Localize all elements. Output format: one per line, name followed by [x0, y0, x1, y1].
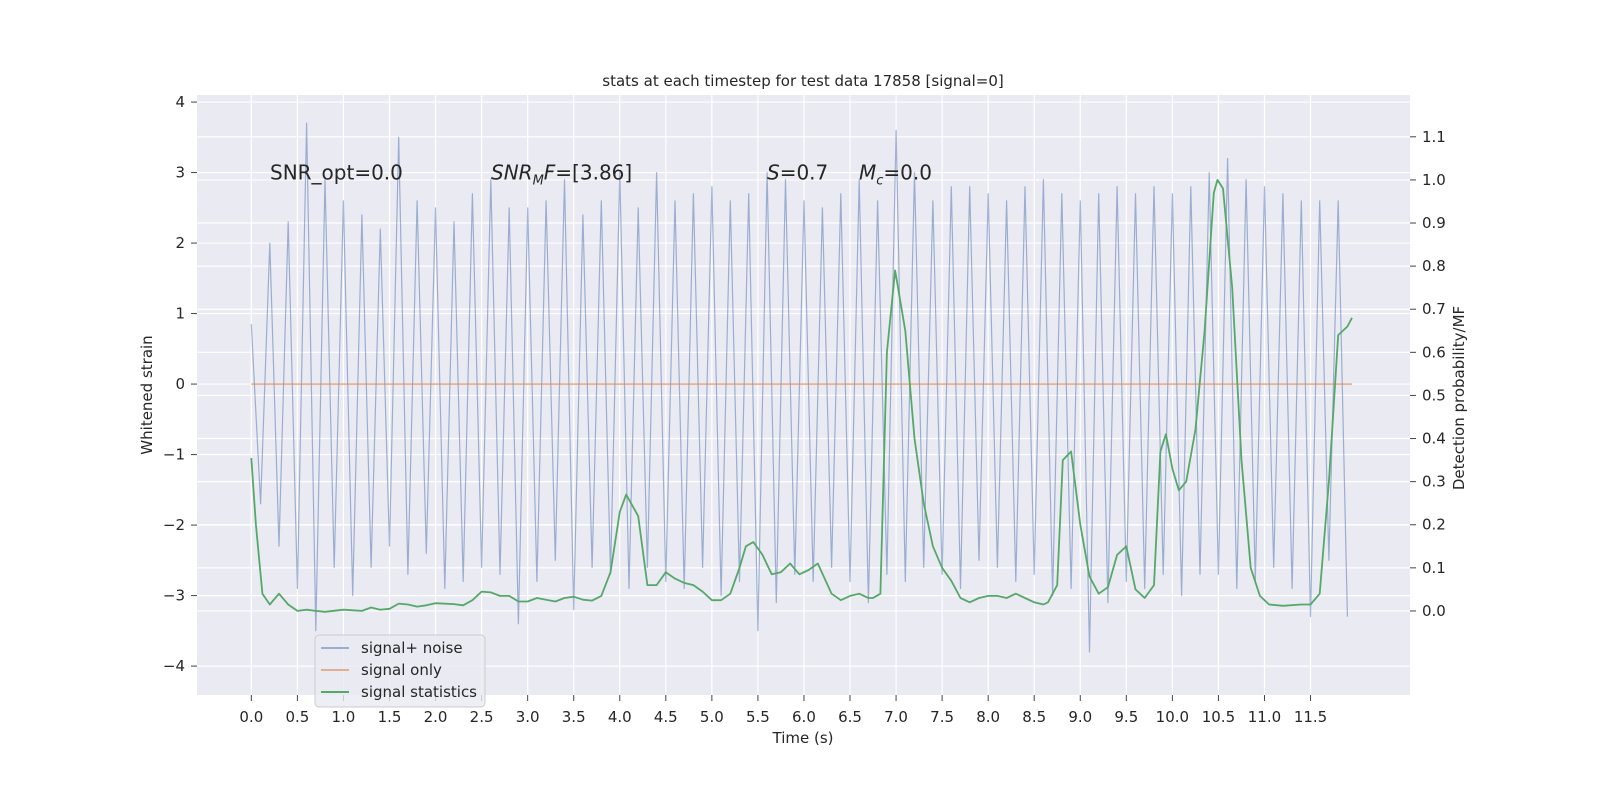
series-line — [250, 122, 1348, 653]
y2-tick-label: 0.3 — [1422, 473, 1446, 491]
y2-tick-label: 0.6 — [1422, 343, 1446, 361]
x-tick-label: 1.0 — [332, 708, 356, 726]
y2-tick-label: 0.5 — [1422, 386, 1446, 404]
annotation-part: SNR_opt=0.0 — [270, 161, 403, 185]
annotation-part: M — [859, 161, 876, 185]
y2-tick-label: 0.4 — [1422, 430, 1446, 448]
x-tick-label: 0.5 — [285, 708, 309, 726]
y2-tick-label: 1.0 — [1422, 171, 1446, 189]
x-tick-label: 8.5 — [1022, 708, 1046, 726]
chart-title: stats at each timestep for test data 178… — [602, 72, 1003, 90]
annotation: Mc=0.0 — [859, 161, 932, 189]
y-tick-label: 0 — [175, 375, 185, 393]
x-tick-label: 10.0 — [1156, 708, 1189, 726]
series-line — [250, 178, 1353, 613]
y-tick-label: −3 — [163, 587, 185, 605]
y2-tick-label: 0.9 — [1422, 214, 1446, 232]
x-tick-label: 9.0 — [1068, 708, 1092, 726]
x-tick-label: 4.0 — [608, 708, 632, 726]
y-tick-label: −2 — [163, 516, 185, 534]
y-tick-label: −4 — [163, 657, 185, 675]
y2-tick-label: 1.1 — [1422, 128, 1446, 146]
annotation-part: S — [767, 161, 780, 185]
legend-box — [314, 634, 486, 708]
annotation-part: F — [544, 161, 556, 185]
y-tick-label: 3 — [175, 164, 185, 182]
annotation: SNR_opt=0.0 — [270, 161, 403, 185]
y2-tick-label: 0.8 — [1422, 257, 1446, 275]
x-tick-label: 2.0 — [424, 708, 448, 726]
x-tick-label: 11.0 — [1248, 708, 1281, 726]
legend-label: signal+ noise — [361, 639, 463, 657]
legend: signal+ noise signal only signal statistic… — [314, 634, 486, 708]
x-tick-label: 9.5 — [1114, 708, 1138, 726]
annotation-part: M — [533, 174, 544, 189]
x-tick-label: 3.5 — [562, 708, 586, 726]
y-tick-label: 2 — [175, 234, 185, 252]
x-tick-label: 0.0 — [239, 708, 263, 726]
y2-tick-label: 0.0 — [1422, 602, 1446, 620]
annotation: S=0.7 — [767, 161, 828, 185]
y-tick-label: −1 — [163, 446, 185, 464]
x-tick-label: 8.0 — [976, 708, 1000, 726]
annotation-part: =0.0 — [883, 161, 932, 185]
x-tick-label: 6.0 — [792, 708, 816, 726]
annotation-part: c — [876, 174, 883, 189]
x-tick-label: 2.5 — [470, 708, 494, 726]
y-tick-label: 4 — [175, 93, 185, 111]
x-tick-label: 7.0 — [884, 708, 908, 726]
y2-axis-label: Detection probability/MF — [1450, 306, 1468, 490]
x-tick-label: 7.5 — [930, 708, 954, 726]
x-tick-label: 6.5 — [838, 708, 862, 726]
legend-label: signal statistics — [361, 683, 477, 701]
y-axis-label: Whitened strain — [138, 335, 156, 454]
y2-tick-label: 0.2 — [1422, 516, 1446, 534]
x-tick-label: 5.0 — [700, 708, 724, 726]
annotation-part: SNR — [491, 161, 533, 185]
x-tick-label: 4.5 — [654, 708, 678, 726]
y2-tick-label: 0.7 — [1422, 300, 1446, 318]
legend-label: signal only — [361, 661, 442, 679]
annotation: SNRMF=[3.86] — [491, 161, 632, 189]
x-tick-label: 1.5 — [378, 708, 402, 726]
annotation-part: =0.7 — [780, 161, 829, 185]
y-tick-label: 1 — [175, 305, 185, 323]
x-tick-label: 3.0 — [516, 708, 540, 726]
y2-tick-label: 0.1 — [1422, 559, 1446, 577]
x-tick-label: 11.5 — [1294, 708, 1327, 726]
annotation-part: =[3.86] — [555, 161, 632, 185]
x-tick-label: 10.5 — [1202, 708, 1235, 726]
x-axis-label: Time (s) — [772, 729, 834, 747]
x-tick-label: 5.5 — [746, 708, 770, 726]
